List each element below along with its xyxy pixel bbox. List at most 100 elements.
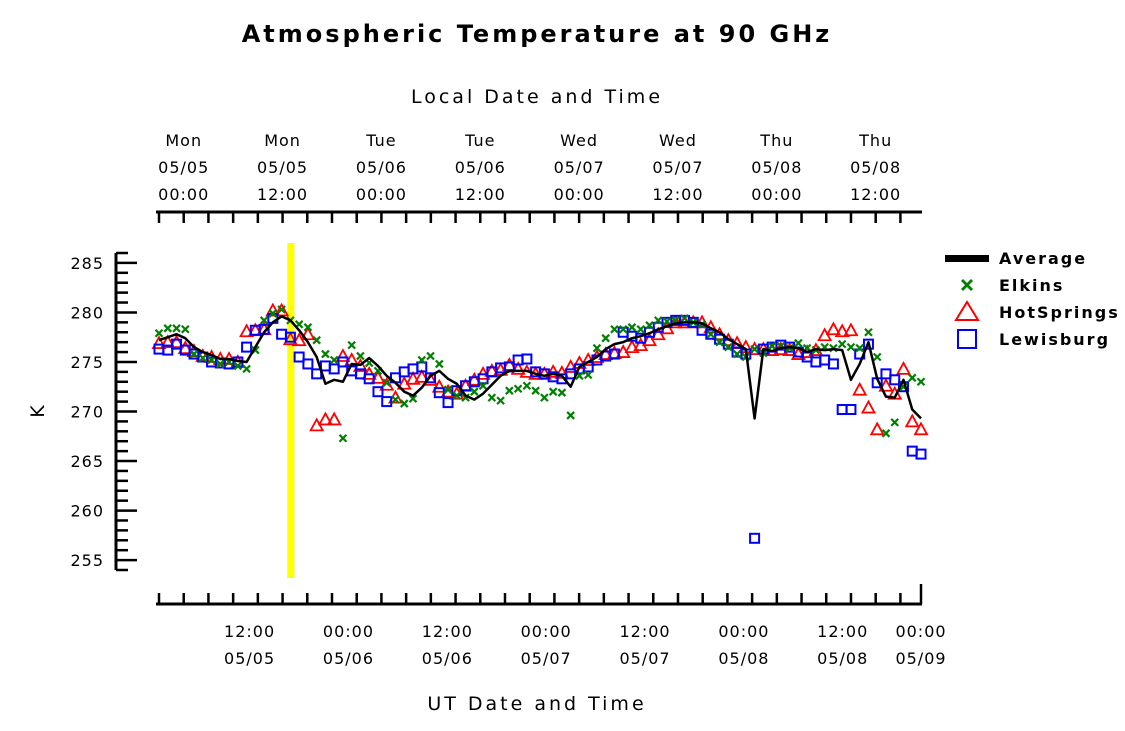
elkins-point: [715, 337, 724, 347]
elkins-point: [557, 388, 567, 397]
marker-stroke: [496, 396, 505, 405]
elkins-point: [329, 355, 339, 365]
legend-swatch-line: [945, 255, 989, 262]
elkins-point: [198, 353, 208, 363]
bottom-tick-date: 05/07: [521, 649, 572, 668]
series-average: [158, 315, 922, 420]
elkins-point: [470, 387, 479, 396]
marker-stroke: [426, 351, 435, 361]
hotsprings-point: [282, 331, 298, 346]
marker-stroke: [461, 393, 470, 402]
top-tick-date: 05/05: [257, 158, 308, 177]
marker-stroke: [216, 359, 225, 369]
elkins-point: [767, 341, 777, 351]
lewisburg-point: [521, 353, 533, 365]
marker-stroke: [154, 328, 164, 338]
legend: Average Elkins HotSprings Lewisburg: [945, 249, 1120, 349]
marker-stroke: [645, 321, 654, 330]
elkins-point: [627, 323, 637, 332]
elkins-point: [566, 411, 575, 420]
hotsprings-point: [852, 381, 868, 396]
marker-stroke: [618, 325, 628, 334]
hotsprings-point: [878, 377, 894, 392]
elkins-point: [461, 393, 470, 402]
top-tick-time: 12:00: [257, 185, 308, 204]
elkins-point: [408, 394, 418, 403]
bottom-tick-time: 00:00: [323, 622, 374, 641]
axes-layer: 255 260 265 270 275 280 285 12:00 05/05 00:00 05/0…: [70, 131, 945, 668]
lewisburg-point: [880, 368, 892, 380]
lewisburg-point: [915, 448, 927, 460]
lewisburg-point: [162, 344, 174, 356]
marker-stroke: [592, 343, 602, 353]
top-tick-date: 05/07: [554, 158, 605, 177]
legend-label: HotSprings: [999, 303, 1120, 322]
y-tick-label: 270: [70, 403, 104, 422]
lewisburg-point: [608, 348, 620, 360]
bottom-tick-time: 12:00: [817, 622, 868, 641]
marker-stroke: [391, 395, 400, 404]
elkins-point: [268, 309, 278, 318]
lewisburg-point: [302, 358, 314, 370]
elkins-point: [706, 329, 716, 339]
elkins-point: [531, 386, 540, 395]
elkins-point: [653, 316, 663, 325]
elkins-point: [356, 351, 365, 361]
elkins-point: [180, 325, 190, 334]
elkins-point: [233, 361, 243, 371]
hotsprings-point: [860, 399, 876, 414]
elkins-point: [522, 381, 532, 391]
elkins-point: [837, 339, 847, 349]
top-tick-date: 05/08: [751, 158, 802, 177]
marker-stroke: [180, 325, 190, 334]
average-line: [158, 315, 922, 420]
lewisburg-point: [328, 363, 340, 375]
hotsprings-point: [431, 378, 447, 393]
hotsprings-point: [510, 361, 526, 375]
hotsprings-point: [790, 346, 806, 360]
marker-stroke: [505, 386, 514, 395]
top-tick-date: 05/06: [356, 158, 407, 177]
elkins-point: [154, 328, 164, 338]
series-layer: [151, 302, 929, 544]
top-tick-day: Wed: [659, 131, 697, 150]
series-lewisburg: [153, 312, 927, 544]
top-tick-date: 05/07: [652, 158, 703, 177]
marker-stroke: [671, 316, 681, 325]
marker-stroke: [233, 361, 243, 371]
top-tick-time: 00:00: [158, 185, 209, 204]
marker-stroke: [338, 433, 348, 443]
lewisburg-point: [398, 366, 410, 378]
marker-stroke: [890, 418, 900, 427]
lewisburg-point: [241, 341, 253, 353]
hotsprings-point: [913, 421, 929, 436]
hotsprings-point: [834, 323, 850, 338]
bottom-tick-time: 00:00: [718, 622, 769, 641]
hotsprings-point: [895, 361, 911, 375]
legend-swatch-triangle: [954, 300, 980, 321]
elkins-point: [242, 364, 251, 374]
marker-stroke: [794, 338, 803, 348]
y-tick-label: 275: [70, 353, 104, 372]
lewisburg-point: [337, 356, 349, 368]
marker-stroke: [636, 325, 646, 334]
marker-stroke: [522, 381, 532, 391]
legend-label: Average: [999, 249, 1087, 268]
bottom-tick-date: 05/06: [422, 649, 473, 668]
marker-stroke: [680, 314, 689, 323]
hotsprings-point: [160, 334, 176, 349]
hotsprings-point: [326, 411, 342, 426]
hotsprings-point: [589, 349, 605, 363]
elkins-point: [347, 340, 356, 350]
elkins-point: [724, 342, 733, 352]
top-tick-day: Tue: [464, 131, 495, 150]
marker-stroke: [732, 349, 742, 359]
hotsprings-point: [843, 322, 859, 337]
marker-stroke: [706, 329, 716, 339]
legend-swatch-square: [957, 329, 977, 349]
lewisburg-point: [293, 351, 305, 363]
marker-stroke: [356, 351, 365, 361]
elkins-point: [618, 325, 628, 334]
marker-stroke: [548, 387, 558, 396]
